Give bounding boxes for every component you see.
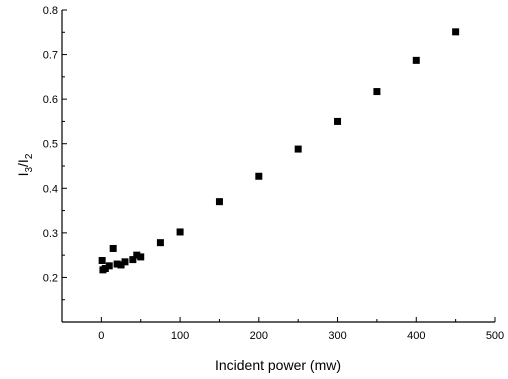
data-point [215,198,223,206]
y-axis-title-main2: I [15,159,31,163]
x-tick-label: 0 [98,330,104,342]
ticks: 0 100 200 300 400 500 0.2 0.3 0.4 0.5 0.6 0.7 0.8 [43,5,504,342]
data-point [129,256,137,264]
data-point [452,28,460,36]
data-point [334,117,342,125]
data-point [101,265,109,273]
y-axis-title: I3/I2 [15,153,35,176]
y-tick-label: 0.8 [43,5,58,17]
y-tick-label: 0.5 [43,139,58,151]
x-tick-label: 400 [407,330,425,342]
x-tick-label: 300 [328,330,346,342]
data-point [373,88,381,96]
data-point [255,172,263,180]
data-point [133,251,141,259]
y-axis-title-slash: / [15,163,31,167]
x-tick-label: 100 [171,330,189,342]
y-tick-label: 0.7 [43,50,58,62]
data-point [109,244,117,252]
data-point [176,228,184,236]
data-points [98,28,460,274]
data-point [117,261,125,269]
x-axis-title: Incident power (mw) [215,357,341,373]
data-point [156,239,164,247]
x-tick-label: 200 [250,330,268,342]
y-axis-title-sub1: 3 [24,167,35,173]
y-axis-title-sub2: 2 [24,153,35,159]
data-point [294,145,302,153]
data-point [98,256,106,264]
data-point [121,258,129,266]
x-tick-label: 500 [486,330,504,342]
axes [61,10,495,323]
data-point [412,56,420,64]
data-point [137,253,145,261]
y-tick-label: 0.4 [43,183,58,195]
y-axis-title-main: I [15,173,31,177]
data-point [113,260,121,268]
y-tick-label: 0.6 [43,94,58,106]
data-point [105,262,113,270]
y-tick-label: 0.3 [43,228,58,240]
y-tick-label: 0.2 [43,272,58,284]
